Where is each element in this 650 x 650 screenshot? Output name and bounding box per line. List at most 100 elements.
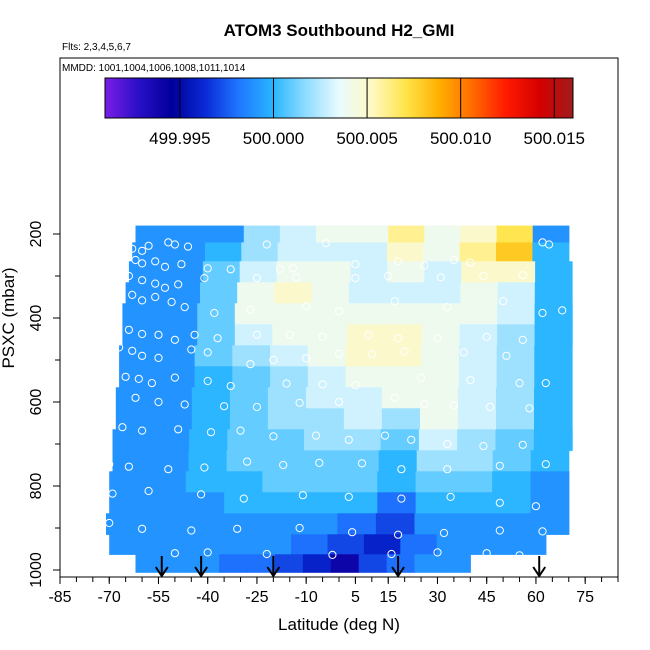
- data-point: [420, 261, 429, 270]
- heatmap-cell: [340, 450, 380, 472]
- data-point: [538, 527, 547, 536]
- data-point: [128, 244, 137, 253]
- data-point: [531, 502, 541, 511]
- data-point: [367, 350, 376, 359]
- data-point: [394, 530, 403, 539]
- data-point: [239, 494, 248, 503]
- heatmap-cell: [132, 242, 170, 262]
- heatmap-cell: [420, 387, 459, 409]
- heatmap-cell: [347, 324, 386, 346]
- data-point: [78, 515, 88, 524]
- x-tick-label: 45: [478, 589, 496, 606]
- heatmap-cell: [458, 345, 498, 367]
- data-point: [246, 305, 255, 314]
- data-point: [479, 442, 488, 451]
- heatmap-cell: [377, 492, 417, 514]
- data-point: [279, 460, 288, 470]
- data-point: [151, 257, 160, 266]
- data-point: [269, 432, 278, 441]
- data-point: [449, 255, 458, 265]
- data-point: [233, 524, 242, 533]
- data-point: [124, 462, 133, 471]
- heatmap-cell: [530, 513, 570, 535]
- heatmap-cell: [262, 492, 302, 514]
- data-point: [541, 379, 550, 388]
- colorbar-tick-label: 500.010: [430, 129, 491, 148]
- heatmap-cell: [270, 345, 309, 367]
- heatmap-cell: [200, 282, 238, 304]
- heatmap-cell: [459, 242, 497, 262]
- data-point: [144, 241, 153, 250]
- heatmap-cell: [497, 282, 536, 304]
- data-point: [397, 465, 406, 474]
- data-point: [105, 518, 114, 528]
- data-point: [252, 330, 261, 339]
- x-tick-label: 5: [351, 589, 360, 606]
- y-axis-label: PSXC (mbar): [0, 267, 18, 368]
- data-point: [298, 491, 307, 500]
- heatmap-cell: [128, 261, 167, 283]
- x-tick-label: -40: [196, 589, 219, 606]
- heatmap-cell: [424, 225, 461, 243]
- data-point: [131, 393, 140, 402]
- data-point: [154, 353, 163, 362]
- y-tick-label: 600: [28, 389, 45, 416]
- heatmap-cell: [460, 282, 499, 304]
- heatmap-cell: [260, 513, 300, 535]
- heatmap-cell: [339, 492, 378, 514]
- heatmap-cell: [458, 408, 497, 430]
- heatmap-cell: [496, 387, 535, 409]
- heatmap-cell: [378, 450, 418, 472]
- data-point: [499, 297, 508, 306]
- heatmap-cell: [185, 492, 225, 514]
- heatmap-cell: [243, 225, 281, 243]
- heatmap-cell: [191, 387, 231, 409]
- flights-subtitle: Flts: 2,3,4,5,6,7: [62, 42, 131, 53]
- data-point: [170, 373, 179, 382]
- heatmap-cell: [345, 345, 384, 367]
- heatmap-cell: [205, 242, 242, 262]
- data-point: [466, 376, 475, 385]
- heatmap-cell: [498, 261, 536, 283]
- data-point: [118, 423, 127, 432]
- heatmap-cell: [473, 534, 510, 555]
- data-point: [138, 351, 147, 360]
- heatmap-cell: [457, 429, 497, 451]
- colorbar-tick-label: 500.005: [336, 129, 397, 148]
- heatmap-cell: [189, 429, 228, 451]
- data-point: [246, 360, 255, 369]
- data-point: [295, 523, 304, 533]
- heatmap-cell: [182, 534, 219, 555]
- heatmap-cell: [302, 450, 342, 472]
- data-point: [75, 240, 84, 249]
- data-point: [108, 254, 117, 263]
- data-point: [210, 308, 219, 318]
- heatmap-cell: [458, 366, 498, 388]
- heatmap-cell: [224, 471, 263, 493]
- x-axis: -85 -70 -55 -40 -25 -10 5 15 30 45 60 75: [48, 577, 619, 606]
- data-point: [295, 398, 304, 407]
- heatmap-cell: [421, 345, 460, 367]
- heatmap-cell: [185, 471, 225, 493]
- y-tick-label: 800: [28, 473, 45, 500]
- heatmap-cell: [453, 513, 493, 535]
- heatmap-cell: [423, 242, 461, 262]
- data-point: [138, 246, 147, 255]
- data-point: [183, 242, 193, 251]
- data-point: [515, 551, 524, 560]
- heatmap-cell: [191, 554, 220, 573]
- sample-points: [75, 238, 567, 560]
- data-point: [174, 425, 183, 434]
- arrow-head: [194, 566, 208, 578]
- data-point: [147, 379, 156, 388]
- data-point: [518, 440, 527, 449]
- heatmap-cell: [420, 408, 459, 430]
- y-tick-label: 400: [28, 305, 45, 332]
- heatmap-cell: [327, 534, 365, 555]
- heatmap-cell: [530, 492, 570, 514]
- data-point: [449, 401, 458, 410]
- heatmap-cell: [384, 324, 423, 346]
- arrow-head: [532, 566, 547, 578]
- heatmap-cell: [109, 534, 147, 555]
- data-point: [334, 397, 344, 407]
